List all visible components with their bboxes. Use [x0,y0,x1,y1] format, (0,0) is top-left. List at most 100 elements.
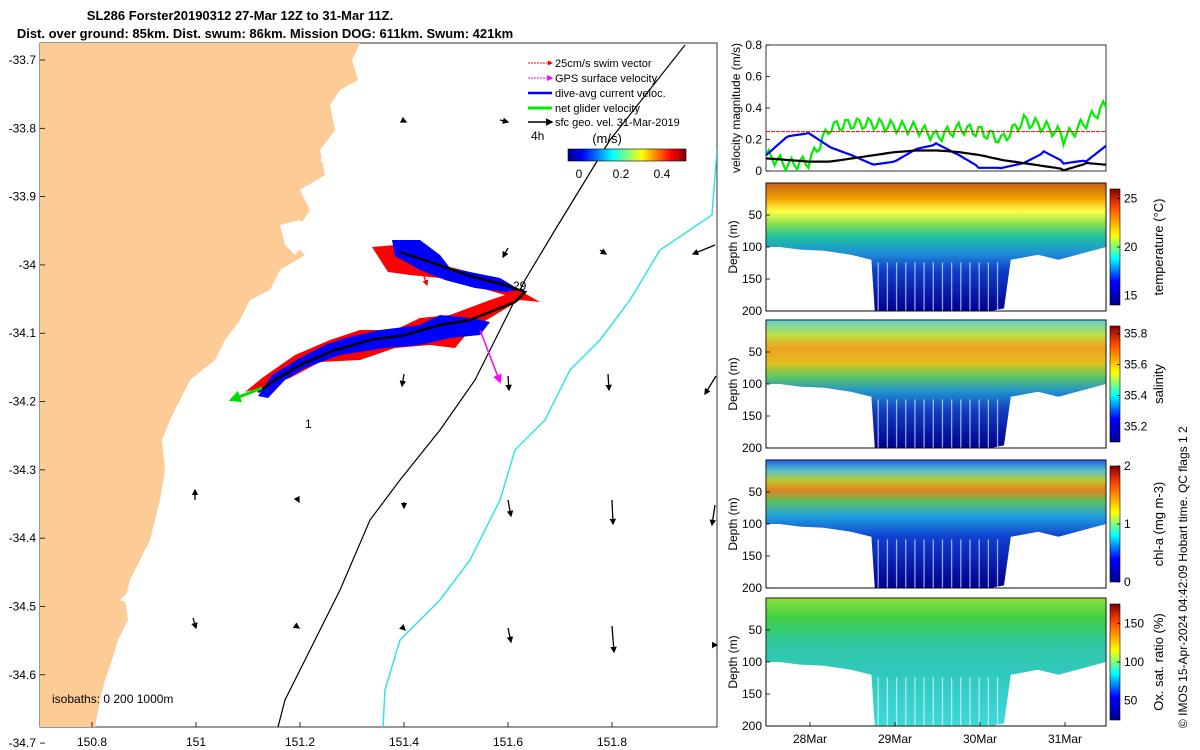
section-panel-ox--sat--ratio: 50 100 150 200 Depth (m) 50 100 150 Ox. sat. rat… [726,597,1166,733]
lat-tick-label: -34.1 [9,326,37,340]
depth-tick-label: 150 [742,549,762,563]
colorbar [1109,325,1121,443]
lon-tick-label: 151.4 [389,735,419,749]
colorbar-tick-label: 100 [1124,655,1144,669]
chart-title-line1: SL286 Forster20190312 27-Mar 12Z to 31-M… [86,8,394,23]
section-panel-temperature: 50 100 150 200 Depth (m) 15 20 25 temperature (°… [726,182,1166,318]
lon-tick-label: 151.2 [285,735,315,749]
depth-tick-label: 100 [742,377,762,391]
lat-tick-label: -33.7 [9,53,37,67]
colorbar-tick-label: 20 [1124,240,1138,254]
coastline-land [40,43,360,727]
depth-tick-label: 150 [742,687,762,701]
depth-tick-label: 50 [749,623,763,637]
depth-tick-label: 100 [742,655,762,669]
time-tick-label: 29Mar [878,732,912,746]
lon-tick-label: 151 [186,735,206,749]
lat-tick-label: -33.9 [9,190,37,204]
depth-axis-label: Depth (m) [726,357,740,410]
legend-dive-avg-current: dive-avg current veloc. [555,88,666,100]
depth-tick-label: 100 [742,517,762,531]
depth-tick-label: 50 [749,485,763,499]
time-tick-label: 28Mar [793,732,827,746]
latitude-ticks: -33.7 -33.8 -33.9 -34 -34.1 -34.2 -34.3 -34.4 -3… [9,53,45,750]
velocity-tick-label: 0.2 [745,133,762,147]
lat-tick-label: -34 [19,258,37,272]
legend-net-glider-velocity: net glider velocity [555,103,640,115]
colorbar-tick-label: 25 [1124,192,1138,206]
glider-track [257,250,528,394]
section-panel-chl-a: 50 100 150 200 Depth (m) 0 1 2 chl-a (mg m-3) [726,459,1166,595]
velocity-tick-label: 0.6 [745,70,762,84]
colorbar-label: chl-a (mg m-3) [1151,482,1166,567]
depth-tick-label: 200 [742,304,762,318]
lon-tick-label: 151.6 [493,735,523,749]
track-end-marker: 29 [513,279,527,293]
net-glider-velocity-arrow [228,386,263,403]
colorbar-tick-1: 0.2 [613,167,630,181]
legend-gps-velocity: GPS surface velocity [555,73,658,85]
legend-sfc-geo-vel: sfc geo. vel. 31-Mar-2019 [555,117,680,129]
velocity-series-dive-avg-current-veloc- [765,131,1107,170]
velocity-series-net-glider-velocity [765,98,1107,174]
colorbar-label: temperature (°C) [1151,199,1166,296]
velocity-axis-label: velocity magnitude (m/s) [729,43,743,173]
lat-tick-label: -34.5 [9,599,37,613]
colorbar-tick-label: 0 [1124,575,1131,589]
imos-footer: © IMOS 15-Apr-2024 04:42:09 Hobart time.… [1176,426,1190,728]
depth-tick-label: 200 [742,581,762,595]
colorbar-label: Ox. sat. ratio (%) [1151,613,1166,711]
velocity-tick-label: 0.8 [745,38,762,52]
depth-tick-label: 150 [742,409,762,423]
depth-tick-label: 100 [742,240,762,254]
section-fill [766,598,1106,726]
section-fill [766,460,1106,588]
time-tick-label: 31Mar [1048,732,1082,746]
glider-track-map: 1 29 -33.7-33.8-33.9-34-34.1-34.2-34.3-3… [9,42,718,750]
colorbar-tick-label: 1 [1124,517,1131,531]
colorbar-tick-label: 15 [1124,288,1138,302]
chart-title-line2: Dist. over ground: 85km. Dist. swum: 86k… [16,26,514,41]
isobaths-label: isobaths: 0 200 1000m [52,692,173,706]
arrow-scale-label: 4h [531,129,544,143]
colorbar-tick-label: 35.8 [1124,327,1148,341]
depth-tick-label: 200 [742,441,762,455]
velocity-tick-label: 0 [755,164,762,178]
longitude-ticks: 150.8 151 151.2 151.4 151.6 151.8 [77,722,627,749]
depth-tick-label: 200 [742,719,762,733]
section-fill [766,320,1106,448]
lat-tick-label: -34.7 [9,736,37,750]
section-fill [766,183,1106,311]
colorbar-tick-0: 0 [576,167,583,181]
time-tick-label: 30Mar [963,732,997,746]
colorbar-tick-label: 35.4 [1124,389,1148,403]
depth-tick-label: 50 [749,208,763,222]
gps-surface-velocity-arrow [479,329,502,384]
map-legend: 25cm/s swim vector GPS surface velocity … [528,58,680,146]
lat-tick-label: -33.8 [9,121,37,135]
colorbar-tick-label: 35.6 [1124,358,1148,372]
lon-tick-label: 150.8 [77,735,107,749]
depth-tick-label: 150 [742,272,762,286]
depth-tick-label: 50 [749,345,763,359]
geostrophic-velocity-arrows [191,116,717,654]
colorbar-tick-label: 150 [1124,616,1144,630]
track-start-marker: 1 [305,417,312,431]
lat-tick-label: -34.6 [9,668,37,682]
lat-tick-label: -34.3 [9,463,37,477]
colorbar-tick-label: 50 [1124,694,1138,708]
colorbar-tick-2: 0.4 [654,167,671,181]
time-axis: 28Mar 29Mar 30Mar 31Mar [793,722,1082,746]
colorbar-title: (m/s) [592,131,622,146]
speed-colorbar [567,148,687,162]
lat-tick-label: -34.4 [9,531,37,545]
lat-tick-label: -34.2 [9,395,37,409]
colorbar-tick-label: 35.2 [1124,420,1148,434]
legend-swim-vector: 25cm/s swim vector [555,58,652,70]
colorbar-label: salinity [1151,364,1166,404]
depth-axis-label: Depth (m) [726,220,740,273]
dive-average-current-band [258,240,520,398]
depth-axis-label: Depth (m) [726,497,740,550]
